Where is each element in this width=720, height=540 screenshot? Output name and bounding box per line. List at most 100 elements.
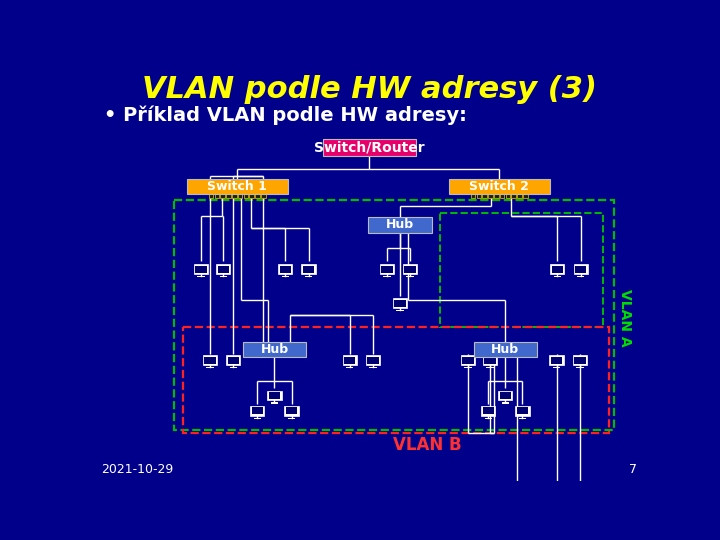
Bar: [485, 418, 492, 419]
Bar: [461, 355, 475, 365]
Bar: [576, 367, 584, 368]
Bar: [517, 407, 528, 414]
Bar: [552, 266, 563, 273]
Bar: [238, 194, 243, 198]
Bar: [251, 406, 264, 416]
Bar: [220, 276, 227, 278]
Bar: [253, 418, 261, 419]
Bar: [379, 265, 394, 274]
Bar: [256, 194, 260, 198]
Bar: [498, 390, 513, 400]
Bar: [344, 356, 356, 363]
Bar: [574, 356, 585, 363]
Bar: [500, 194, 505, 198]
Bar: [230, 367, 237, 368]
Text: Switch 2: Switch 2: [469, 180, 529, 193]
Bar: [405, 266, 416, 273]
Bar: [518, 418, 526, 419]
Bar: [462, 356, 474, 363]
Text: Switch 1: Switch 1: [207, 180, 267, 193]
Bar: [577, 276, 585, 278]
Bar: [502, 402, 509, 404]
FancyBboxPatch shape: [368, 217, 432, 233]
Bar: [204, 356, 216, 363]
Bar: [554, 276, 561, 278]
Text: Hub: Hub: [386, 219, 414, 232]
Bar: [279, 266, 291, 273]
Bar: [486, 367, 494, 368]
Bar: [483, 355, 497, 365]
Bar: [305, 276, 312, 278]
FancyBboxPatch shape: [474, 342, 537, 357]
FancyBboxPatch shape: [187, 179, 287, 194]
Bar: [383, 276, 391, 278]
Bar: [482, 407, 494, 414]
Bar: [482, 194, 487, 198]
Bar: [278, 265, 292, 274]
FancyBboxPatch shape: [449, 179, 549, 194]
Bar: [269, 392, 280, 399]
Bar: [549, 355, 564, 365]
Bar: [484, 356, 495, 363]
Bar: [393, 298, 407, 308]
Bar: [396, 310, 404, 312]
Bar: [494, 194, 499, 198]
Bar: [284, 406, 299, 416]
Bar: [511, 194, 516, 198]
Bar: [197, 276, 204, 278]
Text: VLAN podle HW adresy (3): VLAN podle HW adresy (3): [142, 75, 596, 104]
Bar: [553, 367, 560, 368]
Bar: [261, 194, 266, 198]
Text: VLAN A: VLAN A: [618, 288, 631, 346]
Bar: [288, 418, 295, 419]
Bar: [381, 266, 392, 273]
FancyBboxPatch shape: [323, 139, 415, 157]
Bar: [195, 266, 207, 273]
Bar: [500, 392, 511, 399]
Bar: [403, 265, 417, 274]
Bar: [243, 194, 248, 198]
Bar: [207, 367, 214, 368]
Bar: [367, 356, 379, 363]
Bar: [209, 194, 213, 198]
Bar: [302, 265, 315, 274]
Bar: [406, 276, 414, 278]
Bar: [572, 355, 587, 365]
Bar: [550, 265, 564, 274]
Bar: [249, 194, 254, 198]
Bar: [574, 265, 588, 274]
Bar: [174, 200, 614, 430]
Bar: [232, 194, 237, 198]
Text: VLAN B: VLAN B: [393, 436, 462, 454]
Bar: [251, 407, 264, 414]
Text: 7: 7: [629, 463, 637, 476]
Bar: [217, 266, 229, 273]
Bar: [366, 355, 380, 365]
Bar: [523, 194, 528, 198]
Bar: [215, 194, 219, 198]
Bar: [516, 406, 529, 416]
Bar: [226, 194, 231, 198]
FancyBboxPatch shape: [243, 342, 306, 357]
Bar: [395, 300, 406, 307]
Text: • Příklad VLAN podle HW adresy:: • Příklad VLAN podle HW adresy:: [104, 105, 467, 125]
Bar: [216, 265, 230, 274]
Bar: [183, 327, 609, 433]
Bar: [477, 194, 481, 198]
Bar: [203, 355, 217, 365]
Bar: [267, 390, 282, 400]
Text: Switch/Router: Switch/Router: [314, 141, 424, 155]
Bar: [282, 276, 289, 278]
Bar: [343, 355, 356, 365]
Text: 2021-10-29: 2021-10-29: [101, 463, 173, 476]
Bar: [471, 194, 475, 198]
Bar: [441, 213, 603, 327]
Text: Hub: Hub: [491, 343, 519, 356]
Bar: [220, 194, 225, 198]
Bar: [369, 367, 377, 368]
Bar: [481, 406, 495, 416]
Bar: [194, 265, 208, 274]
Bar: [517, 194, 522, 198]
Bar: [303, 266, 315, 273]
Bar: [286, 407, 297, 414]
